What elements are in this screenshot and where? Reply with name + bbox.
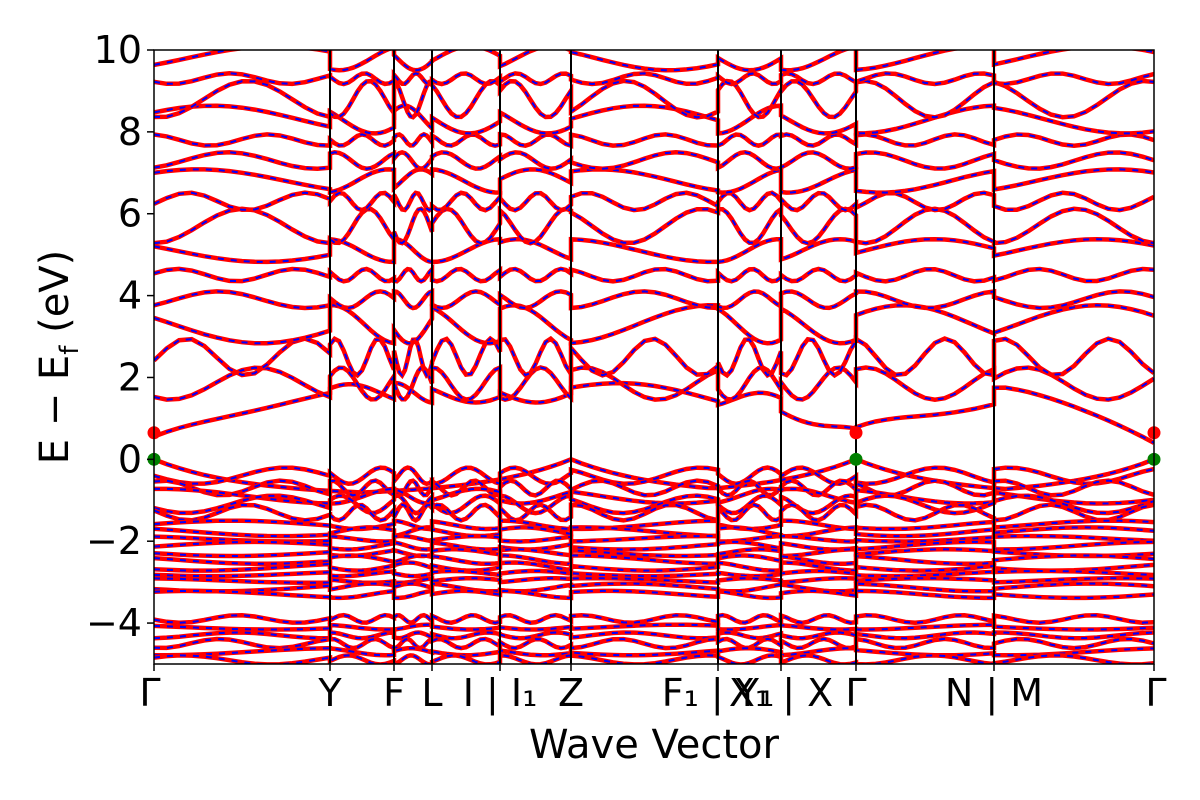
y-tick-label-3: 4 (118, 274, 142, 318)
x-tick-label-4: I | I₁ (463, 671, 538, 716)
band-blue-13 (154, 78, 1154, 119)
band-blue-0 (154, 381, 1154, 444)
band-red-0 (154, 380, 1154, 445)
band-red-12 (154, 103, 1154, 136)
band-blue-2 (154, 337, 1154, 378)
band-blue-33 (154, 614, 1154, 624)
x-tick-label-1: Y (317, 671, 342, 715)
y-tick-label-4: 2 (118, 355, 142, 399)
band-blue-32 (154, 589, 1154, 599)
x-tick-label-8: Γ (845, 671, 866, 715)
band-red-21 (154, 501, 1154, 524)
x-tick-label-7: X₁ | X (729, 671, 833, 716)
band-red-8 (154, 190, 1154, 213)
y-tick-label-1: 8 (118, 110, 142, 154)
x-axis-title: Wave Vector (529, 722, 780, 768)
y-tick-label-0: 10 (94, 28, 142, 72)
band-red-7 (154, 204, 1154, 247)
band-blue-37 (154, 647, 1154, 657)
band-blue-15 (154, 50, 1154, 72)
x-tick-label-2: F (383, 671, 405, 715)
special-point-2 (849, 426, 863, 440)
band-blue-11 (154, 133, 1154, 148)
x-tick-label-6: F₁ | Y₁ (662, 671, 775, 716)
band-red-2 (154, 334, 1154, 382)
y-axis-ticks: 10 8 6 4 2 0 −2 −4 (86, 28, 154, 645)
y-tick-label-6: −2 (86, 519, 142, 563)
y-tick-label-2: 6 (118, 192, 142, 236)
band-blue-3 (154, 304, 1154, 345)
special-points (147, 426, 1161, 466)
y-tick-label-7: −4 (86, 601, 142, 645)
y-axis-title: E − Ef (eV) (32, 250, 85, 465)
x-tick-label-0: Γ (139, 671, 160, 715)
band-blue-29 (154, 570, 1154, 578)
x-tick-label-9: N | M (945, 671, 1043, 716)
band-red-25 (154, 539, 1154, 552)
band-blue-27 (154, 554, 1154, 565)
band-red-4 (154, 288, 1154, 311)
band-lines (154, 50, 1154, 664)
k-path-separators (329, 50, 995, 664)
band-red-9 (154, 166, 1154, 195)
special-point-3 (849, 452, 863, 466)
x-tick-label-10: Γ (1145, 671, 1166, 715)
x-tick-label-3: L (421, 671, 442, 715)
plot-frame (153, 49, 1155, 665)
band-blue-1 (154, 366, 1154, 401)
band-blue-34 (154, 623, 1154, 631)
y-tick-label-5: 0 (118, 437, 142, 481)
band-blue-23 (154, 526, 1154, 538)
band-blue-4 (154, 289, 1154, 310)
band-blue-20 (154, 494, 1154, 515)
x-tick-label-5: Z (558, 671, 584, 715)
band-blue-6 (154, 238, 1154, 263)
